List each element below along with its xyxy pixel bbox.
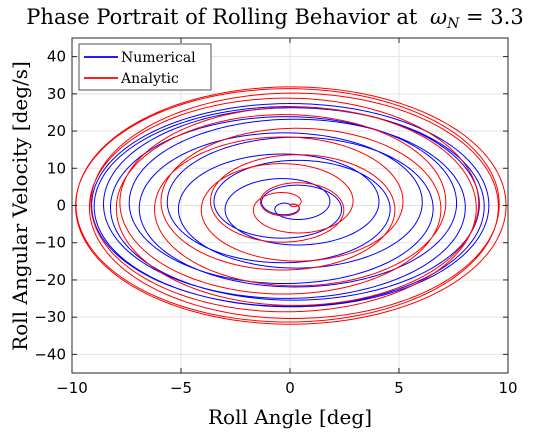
series-line-numerical xyxy=(91,103,490,308)
series-line-analytic xyxy=(75,86,507,325)
y-tick-label: −40 xyxy=(34,345,66,363)
y-tick-label: 0 xyxy=(56,197,66,215)
y-tick-label: 30 xyxy=(47,85,66,103)
legend-label-analytic: Analytic xyxy=(120,71,179,87)
y-tick-label: −10 xyxy=(34,234,66,252)
legend-label-numerical: Numerical xyxy=(121,50,196,66)
x-tick-label: −5 xyxy=(170,379,192,397)
legend: Numerical Analytic xyxy=(78,43,212,91)
x-tick-label: 0 xyxy=(285,379,295,397)
x-axis-label: Roll Angle [deg] xyxy=(208,405,372,429)
y-axis-label: Roll Angular Velocity [deg/s] xyxy=(8,61,32,351)
series-lines xyxy=(75,86,507,325)
y-tick-label: 20 xyxy=(47,122,66,140)
legend-box xyxy=(78,43,212,91)
x-tick-label: 10 xyxy=(498,379,517,397)
x-tick-label: 5 xyxy=(394,379,404,397)
y-tick-label: 10 xyxy=(47,159,66,177)
y-tick-label: −20 xyxy=(34,271,66,289)
y-tick-label: −30 xyxy=(34,308,66,326)
chart-title: Phase Portrait of Rolling Behavior at ωN… xyxy=(26,5,523,32)
axis-ticks: −10 −5 0 5 10 −40 −30 −20 −10 0 10 20 30 40 xyxy=(34,38,518,397)
y-tick-label: 40 xyxy=(47,48,66,66)
x-tick-label: −10 xyxy=(56,379,88,397)
